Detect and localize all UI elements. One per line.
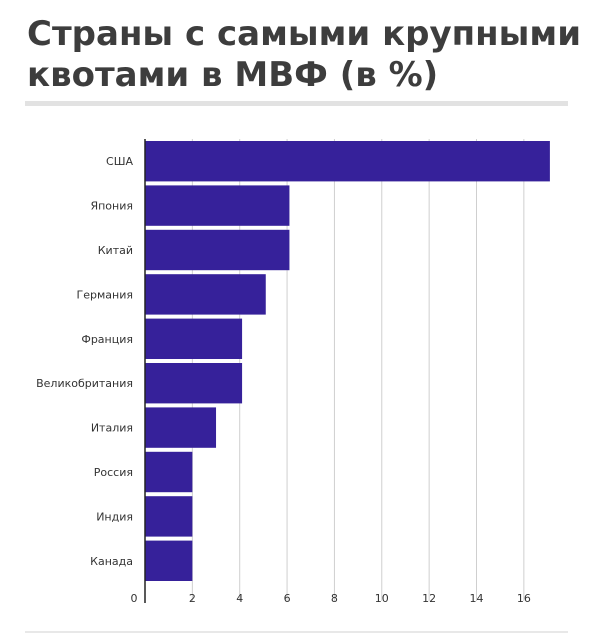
bar — [145, 540, 193, 581]
bar — [145, 363, 243, 404]
bottom-divider — [25, 631, 568, 633]
x-tick-label: 6 — [284, 592, 291, 605]
x-tick-label: 14 — [469, 592, 483, 605]
category-label: Италия — [91, 422, 133, 435]
category-label: Германия — [77, 288, 133, 301]
bar — [145, 496, 193, 537]
x-tick-label: 2 — [189, 592, 196, 605]
category-label: Канада — [90, 555, 133, 568]
bar — [145, 451, 193, 493]
category-label: Россия — [94, 466, 133, 479]
chart-title: Страны с самыми крупными квотами в МВФ (… — [27, 14, 582, 95]
bar — [145, 141, 550, 182]
bar — [145, 185, 290, 226]
bar — [145, 274, 266, 315]
category-label: Китай — [98, 244, 133, 257]
x-tick-label: 12 — [422, 592, 436, 605]
category-label: Франция — [81, 333, 133, 346]
bar — [145, 229, 290, 271]
x-tick-label: 0 — [131, 592, 138, 605]
bar — [145, 318, 243, 359]
x-tick-label: 8 — [331, 592, 338, 605]
bar — [145, 407, 217, 448]
x-tick-label: 4 — [236, 592, 243, 605]
x-tick-label: 10 — [375, 592, 389, 605]
title-underline — [25, 101, 568, 106]
category-label: Индия — [96, 510, 133, 523]
x-tick-label: 16 — [517, 592, 531, 605]
category-label: США — [106, 155, 133, 168]
category-label: Великобритания — [36, 377, 133, 390]
category-label: Япония — [90, 200, 133, 213]
